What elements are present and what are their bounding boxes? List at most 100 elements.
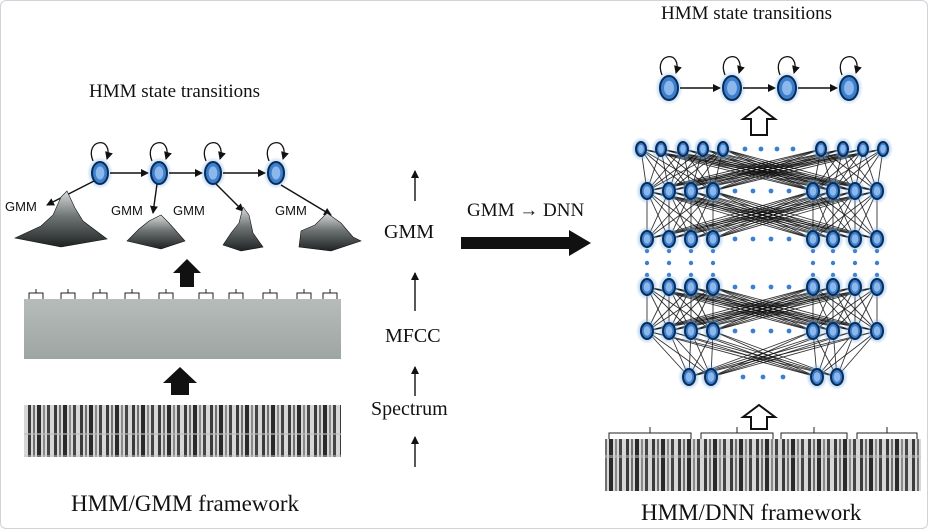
- ellipsis-dot: [750, 236, 756, 242]
- frame-bracket: [296, 289, 312, 299]
- spectrogram-left: [24, 405, 341, 457]
- dnn-neuron: [702, 178, 724, 204]
- dnn-neuron: [822, 274, 844, 300]
- frame-bracket: [780, 427, 848, 439]
- self-loop-arrow: [203, 142, 226, 162]
- gmm-surface-2: [126, 214, 186, 250]
- ellipsis-dot: [732, 188, 738, 194]
- dnn-neuron: [802, 274, 824, 300]
- ellipsis-dot: [750, 328, 756, 334]
- dnn-neuron: [802, 318, 824, 344]
- right-hmm-chain: [655, 56, 863, 105]
- spectrum-to-dnn-arrow: [740, 403, 778, 430]
- ellipsis-dot: [666, 260, 672, 266]
- dnn-neuron: [678, 364, 700, 390]
- self-loop-arrow: [777, 56, 800, 76]
- dnn-neuron: [636, 274, 658, 300]
- dnn-neuron: [702, 274, 724, 300]
- ellipsis-dot: [750, 284, 756, 290]
- dnn-neuron: [844, 318, 866, 344]
- dnn-network: [631, 137, 893, 390]
- dnn-neuron: [833, 137, 853, 161]
- frame-bracket: [228, 289, 244, 299]
- gmm-label-3: GMM: [173, 203, 205, 218]
- dnn-neuron: [806, 364, 828, 390]
- frame-bracket: [60, 289, 76, 299]
- right-hmm-title: HMM state transitions: [661, 3, 832, 24]
- dnn-neuron: [680, 274, 702, 300]
- ellipsis-dot: [786, 328, 792, 334]
- ellipsis-dot: [768, 236, 774, 242]
- frame-bracket: [92, 289, 108, 299]
- spectrum-to-mfcc-arrow: [163, 367, 197, 395]
- frame-brackets-right: [608, 427, 918, 439]
- ellipsis-dot: [874, 260, 880, 266]
- self-loop-arrow: [266, 142, 289, 162]
- frame-bracket: [700, 427, 774, 439]
- gmm-surface-3: [222, 206, 264, 252]
- gmm-label-1: GMM: [5, 199, 37, 214]
- frame-bracket: [262, 289, 278, 299]
- dnn-neuron: [702, 318, 724, 344]
- dnn-neuron: [822, 178, 844, 204]
- dnn-neuron: [673, 137, 693, 161]
- dnn-neuron: [693, 137, 713, 161]
- frame-bracket: [124, 289, 140, 299]
- dnn-neuron: [822, 226, 844, 252]
- ellipsis-dot: [732, 236, 738, 242]
- ellipsis-dot: [810, 260, 816, 266]
- self-loop-arrow: [149, 142, 172, 162]
- dnn-neuron: [802, 226, 824, 252]
- ellipsis-dot: [786, 188, 792, 194]
- gmm-to-dnn-arrow: [461, 230, 591, 256]
- dnn-neuron: [713, 137, 733, 161]
- ellipsis-dot: [710, 260, 716, 266]
- hmm-state-node: [718, 71, 746, 105]
- stage-gmm: GMM: [384, 221, 435, 243]
- hmm-state-node: [263, 157, 289, 189]
- dnn-neuron: [853, 137, 873, 161]
- emission-arrow: [215, 183, 244, 212]
- gmm-surface-4: [298, 212, 362, 252]
- ellipsis-dot: [790, 146, 796, 152]
- left-hmm-chain: [46, 142, 332, 216]
- hmm-state-node: [655, 71, 683, 105]
- self-loop-arrow: [722, 56, 745, 76]
- dnn-neuron: [680, 226, 702, 252]
- mfcc-feature-panel: [24, 289, 341, 359]
- dnn-neuron: [658, 274, 680, 300]
- ellipsis-dot: [740, 374, 746, 380]
- dnn-neuron: [636, 226, 658, 252]
- dnn-neuron: [866, 318, 888, 344]
- left-framework-label: HMM/GMM framework: [71, 491, 300, 516]
- hmm-state-node: [146, 157, 172, 189]
- dnn-neuron: [702, 226, 724, 252]
- dnn-neuron: [826, 364, 848, 390]
- ellipsis-dot: [758, 146, 764, 152]
- ellipsis-dot: [852, 260, 858, 266]
- frame-bracket: [608, 427, 692, 439]
- emission-arrow: [280, 184, 332, 216]
- ellipsis-dot: [688, 260, 694, 266]
- stage-mfcc: MFCC: [385, 325, 441, 347]
- frame-bracket: [158, 289, 174, 299]
- dnn-neuron: [802, 178, 824, 204]
- emission-arrow: [149, 183, 158, 214]
- dnn-neuron: [658, 178, 680, 204]
- dnn-neuron: [658, 318, 680, 344]
- gmm-label-2: GMM: [111, 203, 143, 218]
- emission-arrow: [46, 180, 95, 206]
- hmm-state-node: [200, 157, 226, 189]
- ellipsis-dot: [760, 374, 766, 380]
- ellipsis-dot: [768, 284, 774, 290]
- spectrogram-right-group: [605, 427, 921, 491]
- ellipsis-dot: [774, 146, 780, 152]
- dnn-neuron: [844, 178, 866, 204]
- frame-bracket: [198, 289, 214, 299]
- ellipsis-dot: [742, 146, 748, 152]
- frame-bracket: [856, 427, 918, 439]
- dnn-to-hmm-arrow: [740, 105, 778, 136]
- dnn-neuron: [873, 137, 893, 161]
